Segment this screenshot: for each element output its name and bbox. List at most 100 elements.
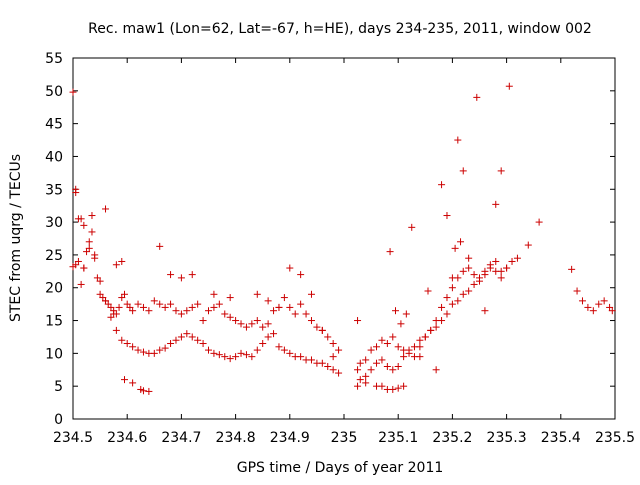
data-points <box>69 82 616 395</box>
data-point <box>77 280 85 288</box>
data-point <box>378 382 386 390</box>
data-point <box>259 340 267 348</box>
data-point <box>248 353 256 361</box>
data-point <box>237 349 245 357</box>
data-point <box>286 303 294 311</box>
data-point <box>481 271 489 279</box>
data-point <box>400 382 408 390</box>
data-point <box>448 274 456 282</box>
data-point <box>324 333 332 341</box>
data-point <box>608 307 616 315</box>
x-tick-label: 234.7 <box>161 430 201 446</box>
data-point <box>253 290 261 298</box>
data-point <box>232 353 240 361</box>
data-point <box>373 359 381 367</box>
x-tick-label: 235 <box>331 430 358 446</box>
data-point <box>210 349 218 357</box>
data-point <box>188 303 196 311</box>
y-tick-label: 55 <box>45 51 63 67</box>
data-point <box>88 212 96 220</box>
data-point <box>584 303 592 311</box>
data-point <box>378 356 386 364</box>
data-point <box>389 385 397 393</box>
data-point <box>335 369 343 377</box>
data-point <box>486 264 494 272</box>
data-point <box>389 333 397 341</box>
data-point <box>424 287 432 295</box>
data-point <box>183 330 191 338</box>
data-point <box>459 167 467 175</box>
data-point <box>112 326 120 334</box>
data-point <box>492 257 500 265</box>
data-point <box>134 300 142 308</box>
data-point <box>297 300 305 308</box>
data-point <box>476 277 483 285</box>
data-point <box>335 346 343 354</box>
plot-area-frame <box>72 57 616 420</box>
data-point <box>275 303 283 311</box>
data-point <box>205 307 212 315</box>
data-point <box>129 343 137 351</box>
data-point <box>394 384 402 392</box>
data-point <box>96 277 104 285</box>
data-point <box>481 307 489 315</box>
data-point <box>139 303 147 311</box>
data-point <box>129 379 137 387</box>
data-point <box>242 351 250 359</box>
data-point <box>280 346 288 354</box>
data-point <box>367 346 375 354</box>
data-point <box>329 353 337 361</box>
data-point <box>264 333 272 341</box>
data-point <box>354 317 362 325</box>
y-tick-label: 45 <box>45 117 63 133</box>
data-point <box>354 366 362 374</box>
data-point <box>513 254 521 262</box>
data-point <box>492 200 500 208</box>
data-point <box>156 300 164 308</box>
data-point <box>139 387 147 395</box>
data-point <box>400 353 408 361</box>
data-point <box>129 307 137 315</box>
data-point <box>253 317 261 325</box>
data-point <box>386 248 394 256</box>
data-point <box>470 271 478 279</box>
data-point <box>470 280 478 288</box>
data-point <box>72 185 80 193</box>
data-point <box>237 320 245 328</box>
y-tick-label: 20 <box>45 281 63 297</box>
data-point <box>383 340 391 348</box>
data-point <box>356 376 364 384</box>
data-point <box>102 297 110 305</box>
data-point <box>156 346 164 354</box>
data-point <box>139 348 147 356</box>
data-point <box>161 303 169 311</box>
data-point <box>394 343 402 351</box>
data-point <box>503 264 511 272</box>
data-point <box>394 362 402 370</box>
data-point <box>448 300 456 308</box>
data-point <box>110 310 118 318</box>
data-point <box>402 310 410 318</box>
data-point <box>535 218 543 226</box>
data-point <box>465 254 473 262</box>
data-point <box>589 307 597 315</box>
data-point <box>112 261 120 269</box>
data-point <box>167 271 175 279</box>
data-point <box>172 336 180 344</box>
data-point <box>297 353 305 361</box>
data-point <box>134 346 142 354</box>
data-point <box>438 317 446 325</box>
data-point <box>177 333 185 341</box>
axis-ticks: 234.5 234.6 234.7 234.8 234.9 235 235.1 235.2 23… <box>45 51 635 446</box>
y-tick-label: 30 <box>45 215 63 231</box>
data-point <box>459 267 467 275</box>
data-point <box>465 264 473 272</box>
data-point <box>88 228 96 236</box>
data-point <box>354 382 362 390</box>
data-point <box>194 336 202 344</box>
data-point <box>259 323 267 331</box>
data-point <box>194 300 202 308</box>
data-point <box>264 320 272 328</box>
data-point <box>443 294 451 302</box>
